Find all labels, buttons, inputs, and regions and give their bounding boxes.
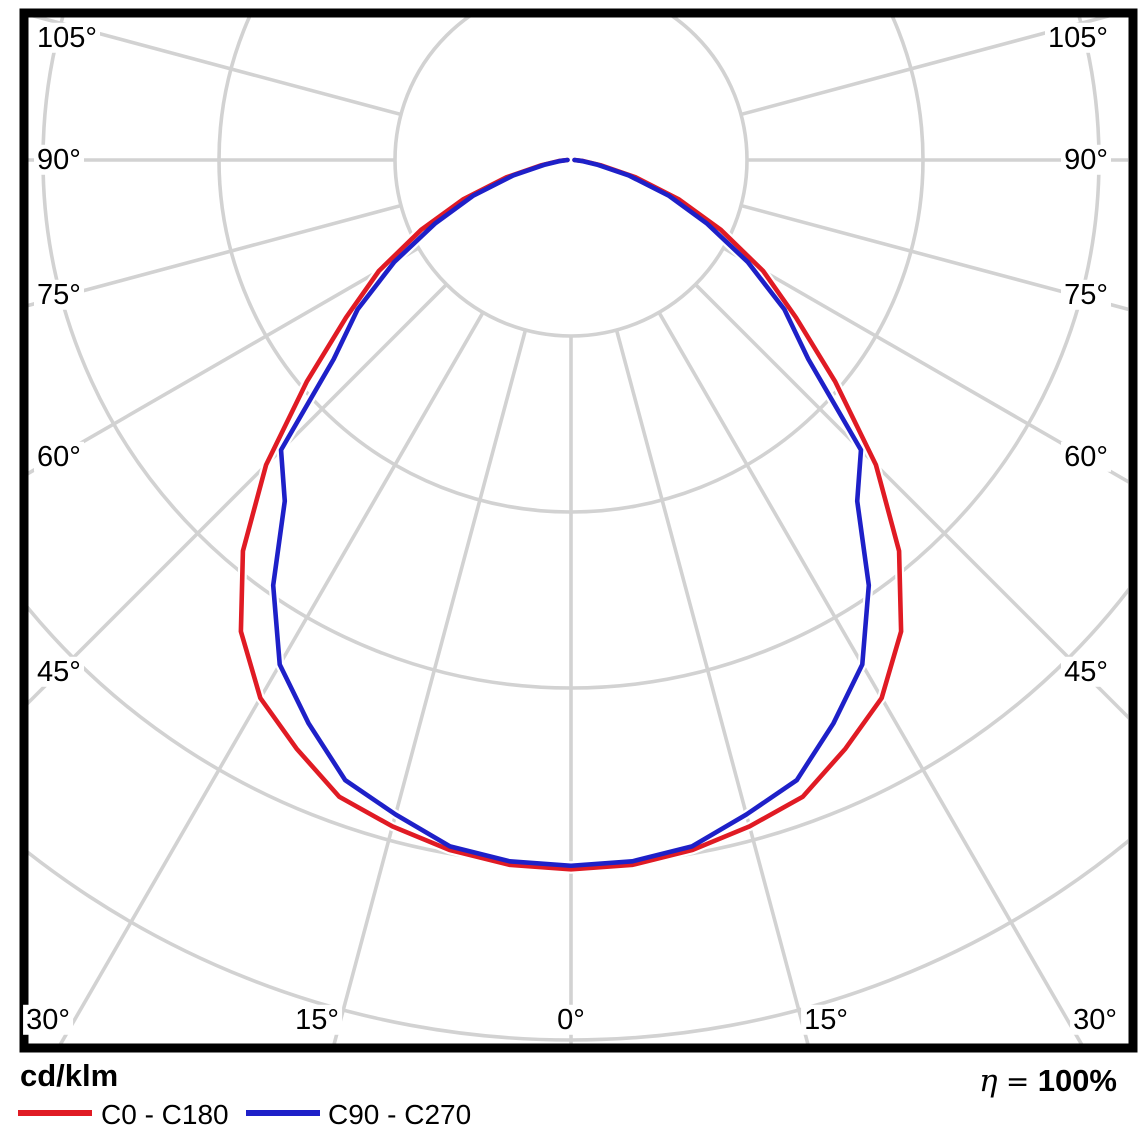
angle-label: 15°: [292, 1004, 342, 1035]
angle-label: 90°: [34, 144, 84, 175]
angle-label: 75°: [1061, 279, 1111, 310]
eta-symbol: η: [978, 1063, 998, 1099]
legend-swatch-c90-c270: [246, 1110, 320, 1116]
angle-label: 60°: [34, 441, 84, 472]
angle-label: 15°: [801, 1004, 851, 1035]
equals-sign: =: [1005, 1065, 1030, 1098]
legend-label-c90-c270: C90 - C270: [328, 1099, 472, 1130]
grid-ray: [740, 17, 1112, 117]
angle-label: 30°: [1070, 1004, 1120, 1035]
grid-ring: [393, 17, 749, 338]
grid-ray: [332, 329, 528, 1045]
grid-ray: [28, 203, 402, 308]
angle-label: 45°: [1061, 656, 1111, 687]
curve-c90-c270: [270, 157, 872, 869]
angle-label: 45°: [34, 656, 84, 687]
grid-ray: [57, 311, 485, 1045]
grid-ray: [30, 17, 402, 117]
chart-frame: [19, 8, 1138, 1053]
light-output-ratio: η = 100%: [979, 1063, 1117, 1099]
grid-ray: [28, 246, 420, 476]
angle-label: 105°: [1045, 22, 1111, 53]
radial-unit-label: cd/klm: [20, 1058, 119, 1093]
legend-label-c0-c180: C0 - C180: [101, 1099, 229, 1130]
grid-ray: [614, 329, 810, 1045]
angle-label: 60°: [1061, 441, 1111, 472]
angle-label: 105°: [34, 22, 100, 53]
legend-swatch-c0-c180: [18, 1110, 92, 1116]
angle-label: 30°: [23, 1004, 73, 1035]
grid-ray: [722, 246, 1128, 484]
curve-c0-c180: [238, 157, 904, 872]
efficiency-value: 100%: [1037, 1063, 1117, 1098]
angle-label: 0°: [554, 1004, 588, 1035]
angle-label: 75°: [34, 279, 84, 310]
grid-ray: [657, 311, 1085, 1045]
angle-label: 90°: [1061, 144, 1111, 175]
grid-ray: [740, 203, 1128, 312]
